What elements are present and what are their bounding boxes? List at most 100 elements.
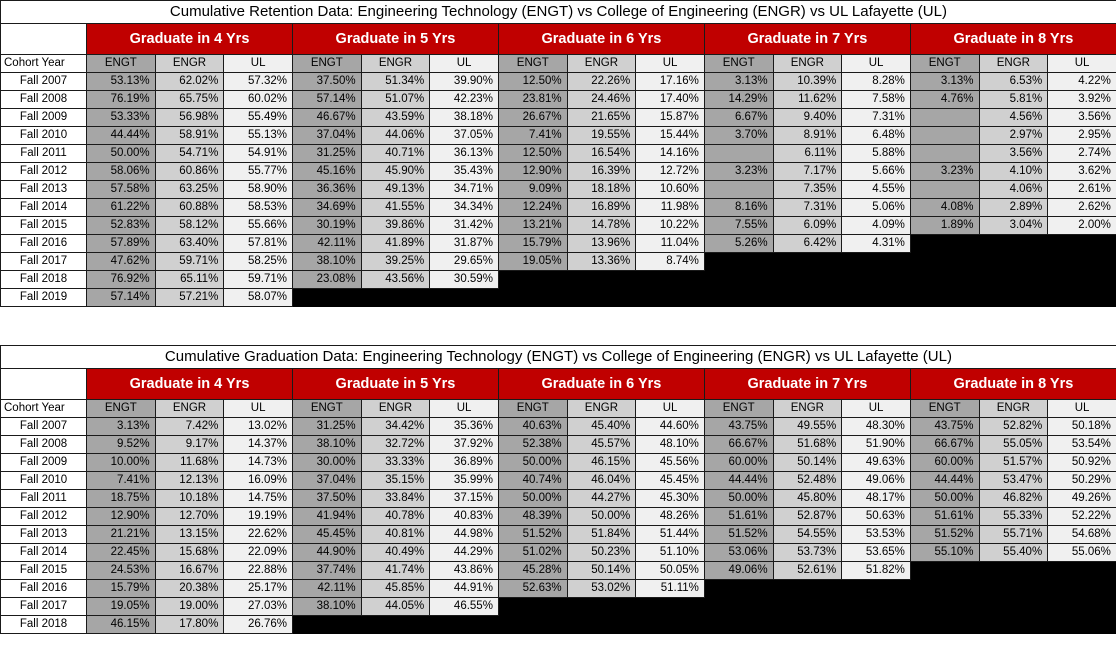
cohort-year-label: Fall 2007: [0, 417, 87, 436]
data-cell: 51.52%: [909, 525, 980, 544]
data-cell: 36.89%: [429, 453, 499, 472]
data-cell: 55.40%: [978, 543, 1049, 562]
data-cell: 50.92%: [1047, 453, 1116, 472]
table-row: Fall 2014 61.22% 60.88% 58.53% 34.69% 41.55% 3…: [0, 198, 1116, 217]
blank-cell: [909, 579, 980, 598]
graduation-title: Cumulative Graduation Data: Engineering …: [0, 345, 1116, 369]
data-cell: 51.07%: [360, 90, 431, 109]
data-cell: 51.52%: [497, 525, 568, 544]
data-cell: 30.19%: [291, 216, 362, 235]
data-cell: 7.17%: [772, 162, 843, 181]
data-cell: 51.10%: [635, 543, 705, 562]
blank-cell: [909, 252, 980, 271]
data-cell: 50.00%: [566, 507, 637, 526]
blank-cell: [841, 270, 911, 289]
data-cell: 45.30%: [635, 489, 705, 508]
data-cell: 5.06%: [841, 198, 911, 217]
data-cell: 40.81%: [360, 525, 431, 544]
table-row: Fall 2012 12.90% 12.70% 19.19% 41.94% 40.78% 4…: [0, 507, 1116, 526]
blank-cell: [909, 597, 980, 616]
data-cell: 50.14%: [566, 561, 637, 580]
data-cell: 19.55%: [566, 126, 637, 145]
blank-cell: [909, 561, 980, 580]
retention-corner: [0, 23, 87, 55]
data-cell: 53.33%: [86, 108, 156, 127]
data-cell: 53.53%: [841, 525, 911, 544]
data-cell: 7.31%: [841, 108, 911, 127]
data-cell: 35.36%: [429, 417, 499, 436]
data-cell: 44.29%: [429, 543, 499, 562]
data-cell: 24.46%: [566, 90, 637, 109]
data-cell: 7.55%: [703, 216, 774, 235]
data-cell: 35.15%: [360, 471, 431, 490]
graduation-subheader-ul: UL: [223, 399, 293, 418]
data-cell: 45.16%: [291, 162, 362, 181]
data-cell: 41.55%: [360, 198, 431, 217]
data-cell: 10.39%: [772, 72, 843, 91]
data-cell: 19.05%: [86, 597, 156, 616]
data-cell: 37.92%: [429, 435, 499, 454]
data-cell: 6.09%: [772, 216, 843, 235]
retention-subheader-ul: UL: [223, 54, 293, 73]
data-cell: 59.71%: [154, 252, 225, 271]
retention-subheader-row: Cohort Year ENGT ENGR UL ENGT ENGR UL ENGT ENGR U…: [0, 54, 1116, 73]
blank-cell: [703, 288, 774, 307]
data-cell: 24.53%: [86, 561, 156, 580]
cohort-year-label: Fall 2011: [0, 489, 87, 508]
data-cell: 62.02%: [154, 72, 225, 91]
data-cell: 2.00%: [1047, 216, 1116, 235]
data-cell: 58.53%: [223, 198, 293, 217]
data-cell: 53.54%: [1047, 435, 1116, 454]
data-cell: 58.06%: [86, 162, 156, 181]
data-cell: 30.00%: [291, 453, 362, 472]
data-cell: 66.67%: [703, 435, 774, 454]
data-cell: 10.00%: [86, 453, 156, 472]
table-row: Fall 2010 44.44% 58.91% 55.13% 37.04% 44.06% 3…: [0, 126, 1116, 145]
graduation-subheader-engr: ENGR: [566, 399, 637, 418]
data-cell: 60.86%: [154, 162, 225, 181]
data-cell: 10.22%: [635, 216, 705, 235]
graduation-group-5yrs: Graduate in 5 Yrs: [291, 368, 499, 400]
data-cell: 51.44%: [635, 525, 705, 544]
blank-cell: [703, 615, 774, 634]
blank-cell: [978, 597, 1049, 616]
blank-cell: [360, 615, 431, 634]
data-cell: 58.91%: [154, 126, 225, 145]
data-cell: [703, 144, 774, 163]
data-cell: 13.21%: [497, 216, 568, 235]
data-cell: 18.75%: [86, 489, 156, 508]
cohort-year-label: Fall 2014: [0, 543, 87, 562]
blank-cell: [1047, 270, 1116, 289]
data-cell: 52.87%: [772, 507, 843, 526]
data-cell: 37.05%: [429, 126, 499, 145]
data-cell: 7.41%: [497, 126, 568, 145]
retention-subheader-engt: ENGT: [909, 54, 980, 73]
data-cell: 51.68%: [772, 435, 843, 454]
data-cell: 41.94%: [291, 507, 362, 526]
data-cell: 11.68%: [154, 453, 225, 472]
data-cell: 14.78%: [566, 216, 637, 235]
data-cell: 4.10%: [978, 162, 1049, 181]
blank-cell: [841, 288, 911, 307]
cohort-year-label: Fall 2011: [0, 144, 87, 163]
data-cell: 55.66%: [223, 216, 293, 235]
data-cell: 50.00%: [909, 489, 980, 508]
data-cell: 45.45%: [635, 471, 705, 490]
data-cell: 60.00%: [703, 453, 774, 472]
data-cell: [909, 180, 980, 199]
data-cell: 16.09%: [223, 471, 293, 490]
graduation-grid: Cumulative Graduation Data: Engineering …: [0, 345, 1116, 634]
graduation-subheader-row: Cohort Year ENGT ENGR UL ENGT ENGR UL ENGT ENGR U…: [0, 399, 1116, 418]
data-cell: 49.06%: [841, 471, 911, 490]
data-cell: 49.26%: [1047, 489, 1116, 508]
data-cell: 50.23%: [566, 543, 637, 562]
graduation-subheader-engt: ENGT: [703, 399, 774, 418]
blank-cell: [978, 579, 1049, 598]
data-cell: 3.62%: [1047, 162, 1116, 181]
blank-cell: [1047, 561, 1116, 580]
data-cell: 53.65%: [841, 543, 911, 562]
data-cell: 45.85%: [360, 579, 431, 598]
data-cell: 7.35%: [772, 180, 843, 199]
table-row: Fall 2018 76.92% 65.11% 59.71% 23.08% 43.56% 3…: [0, 270, 1116, 289]
blank-cell: [291, 288, 362, 307]
